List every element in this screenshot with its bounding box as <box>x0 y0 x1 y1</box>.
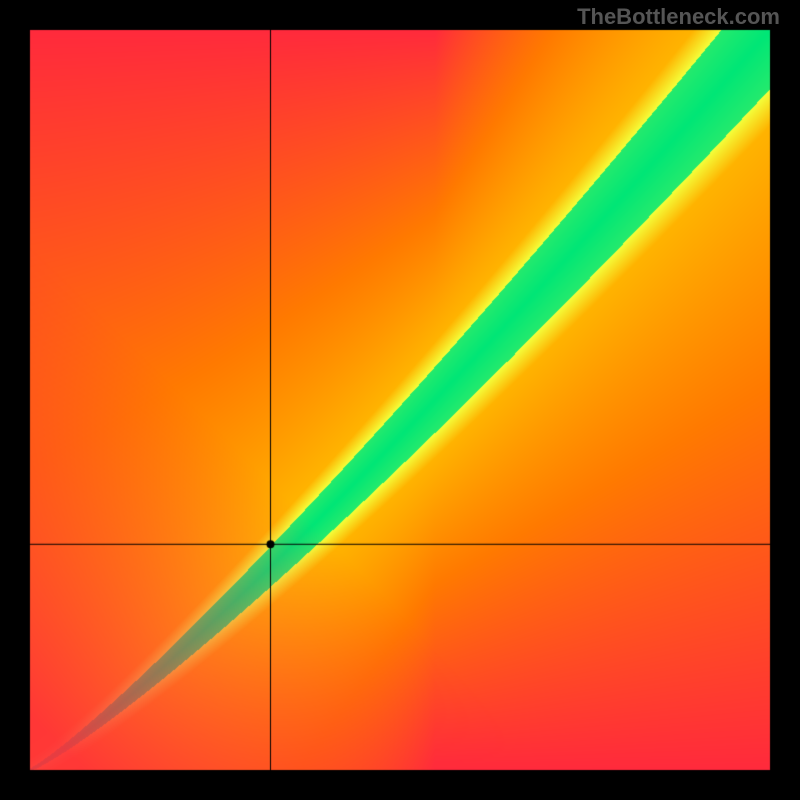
heatmap-canvas <box>0 0 800 800</box>
watermark-text: TheBottleneck.com <box>577 4 780 30</box>
chart-container: TheBottleneck.com <box>0 0 800 800</box>
